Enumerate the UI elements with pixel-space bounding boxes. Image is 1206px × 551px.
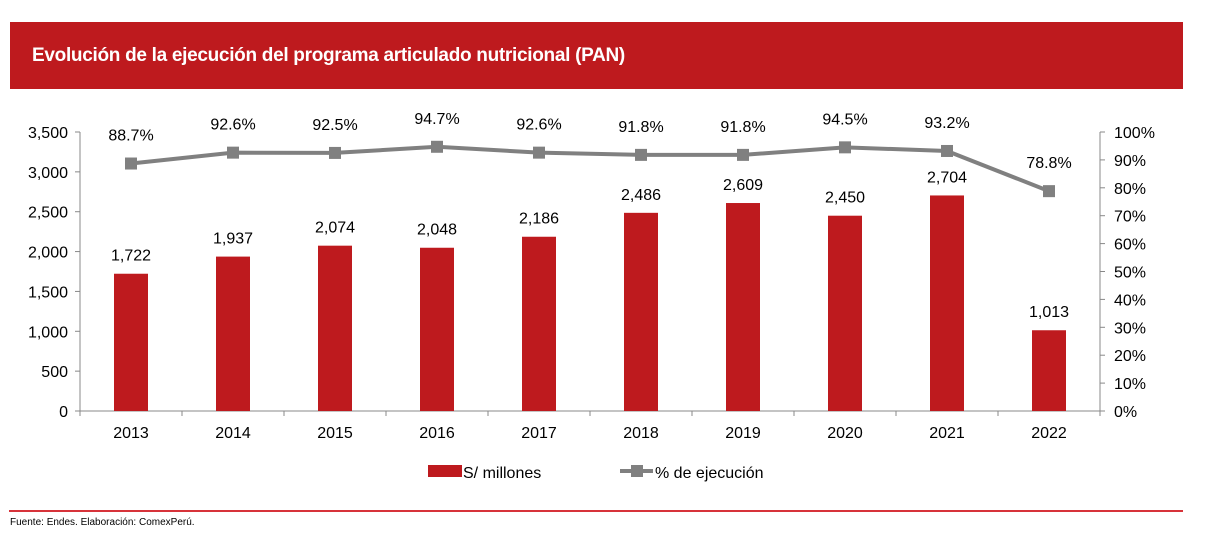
line-data-label: 91.8%	[618, 119, 663, 136]
line-data-label: 88.7%	[108, 128, 153, 145]
right-tick-label: 0%	[1114, 404, 1137, 421]
bar-data-label: 1,937	[213, 231, 253, 248]
line-series	[130, 144, 1050, 194]
legend-bar-label: S/ millones	[463, 465, 541, 482]
line-marker	[635, 148, 647, 161]
x-tick-label: 2022	[1031, 425, 1067, 442]
bar	[930, 195, 964, 411]
bar-data-label: 2,048	[417, 222, 457, 239]
line-data-label: 92.6%	[516, 117, 561, 134]
line-marker	[737, 148, 749, 161]
bar-data-label: 2,074	[315, 220, 355, 237]
bar	[114, 273, 148, 411]
left-tick-label: 2,500	[28, 205, 68, 222]
right-tick-label: 80%	[1114, 181, 1146, 198]
left-tick-label: 500	[41, 364, 68, 381]
bar	[318, 245, 352, 411]
left-tick-label: 3,000	[28, 165, 68, 182]
bar	[216, 256, 250, 411]
bar	[1032, 330, 1066, 411]
bar-data-label: 2,486	[621, 187, 661, 204]
x-tick-label: 2019	[725, 425, 761, 442]
line-marker	[1043, 185, 1055, 198]
x-tick-label: 2018	[623, 425, 659, 442]
legend-bar-swatch	[428, 465, 462, 477]
line-data-label: 92.6%	[210, 117, 255, 134]
bar-data-label: 2,450	[825, 190, 865, 207]
x-tick-label: 2013	[113, 425, 149, 442]
x-tick-label: 2016	[419, 425, 455, 442]
bar-data-label: 1,722	[111, 248, 151, 265]
right-tick-label: 20%	[1114, 348, 1146, 365]
right-tick-label: 60%	[1114, 237, 1146, 254]
line-marker	[329, 146, 341, 159]
line-marker	[125, 157, 137, 170]
bar	[726, 203, 760, 411]
left-tick-label: 3,500	[28, 125, 68, 142]
right-tick-label: 90%	[1114, 153, 1146, 170]
line-marker	[533, 146, 545, 159]
bar-data-label: 2,186	[519, 211, 559, 228]
right-tick-label: 70%	[1114, 209, 1146, 226]
chart-title: Evolución de la ejecución del programa a…	[32, 44, 625, 66]
line-data-label: 94.7%	[414, 111, 459, 128]
line-marker	[839, 141, 851, 154]
right-tick-label: 30%	[1114, 320, 1146, 337]
x-tick-label: 2020	[827, 425, 863, 442]
line-data-label: 78.8%	[1026, 155, 1071, 172]
bar	[624, 212, 658, 411]
legend-line-label: % de ejecución	[655, 465, 764, 482]
line-data-label: 91.8%	[720, 119, 765, 136]
x-tick-label: 2017	[521, 425, 557, 442]
right-tick-label: 50%	[1114, 265, 1146, 282]
line-marker	[431, 140, 443, 153]
bar	[522, 236, 556, 411]
chart-header: Evolución de la ejecución del programa a…	[10, 22, 1183, 89]
left-tick-label: 1,500	[28, 284, 68, 301]
right-tick-label: 100%	[1114, 125, 1155, 142]
line-data-label: 93.2%	[924, 115, 969, 132]
left-tick-label: 2,000	[28, 245, 68, 262]
line-data-label: 94.5%	[822, 111, 867, 128]
x-tick-label: 2015	[317, 425, 353, 442]
left-tick-label: 0	[59, 404, 68, 421]
line-data-label: 92.5%	[312, 117, 357, 134]
bar	[828, 215, 862, 411]
x-tick-label: 2014	[215, 425, 251, 442]
legend-line-marker	[631, 465, 643, 477]
divider	[9, 510, 1183, 512]
line-marker	[941, 144, 953, 157]
line-marker	[227, 146, 239, 159]
bar-data-label: 2,704	[927, 169, 967, 186]
left-tick-label: 1,000	[28, 324, 68, 341]
source-note: Fuente: Endes. Elaboración: ComexPerú.	[10, 517, 195, 528]
right-tick-label: 40%	[1114, 292, 1146, 309]
bar-data-label: 1,013	[1029, 304, 1069, 321]
bar	[420, 247, 454, 411]
x-tick-label: 2021	[929, 425, 965, 442]
bar-data-label: 2,609	[723, 177, 763, 194]
right-tick-label: 10%	[1114, 376, 1146, 393]
